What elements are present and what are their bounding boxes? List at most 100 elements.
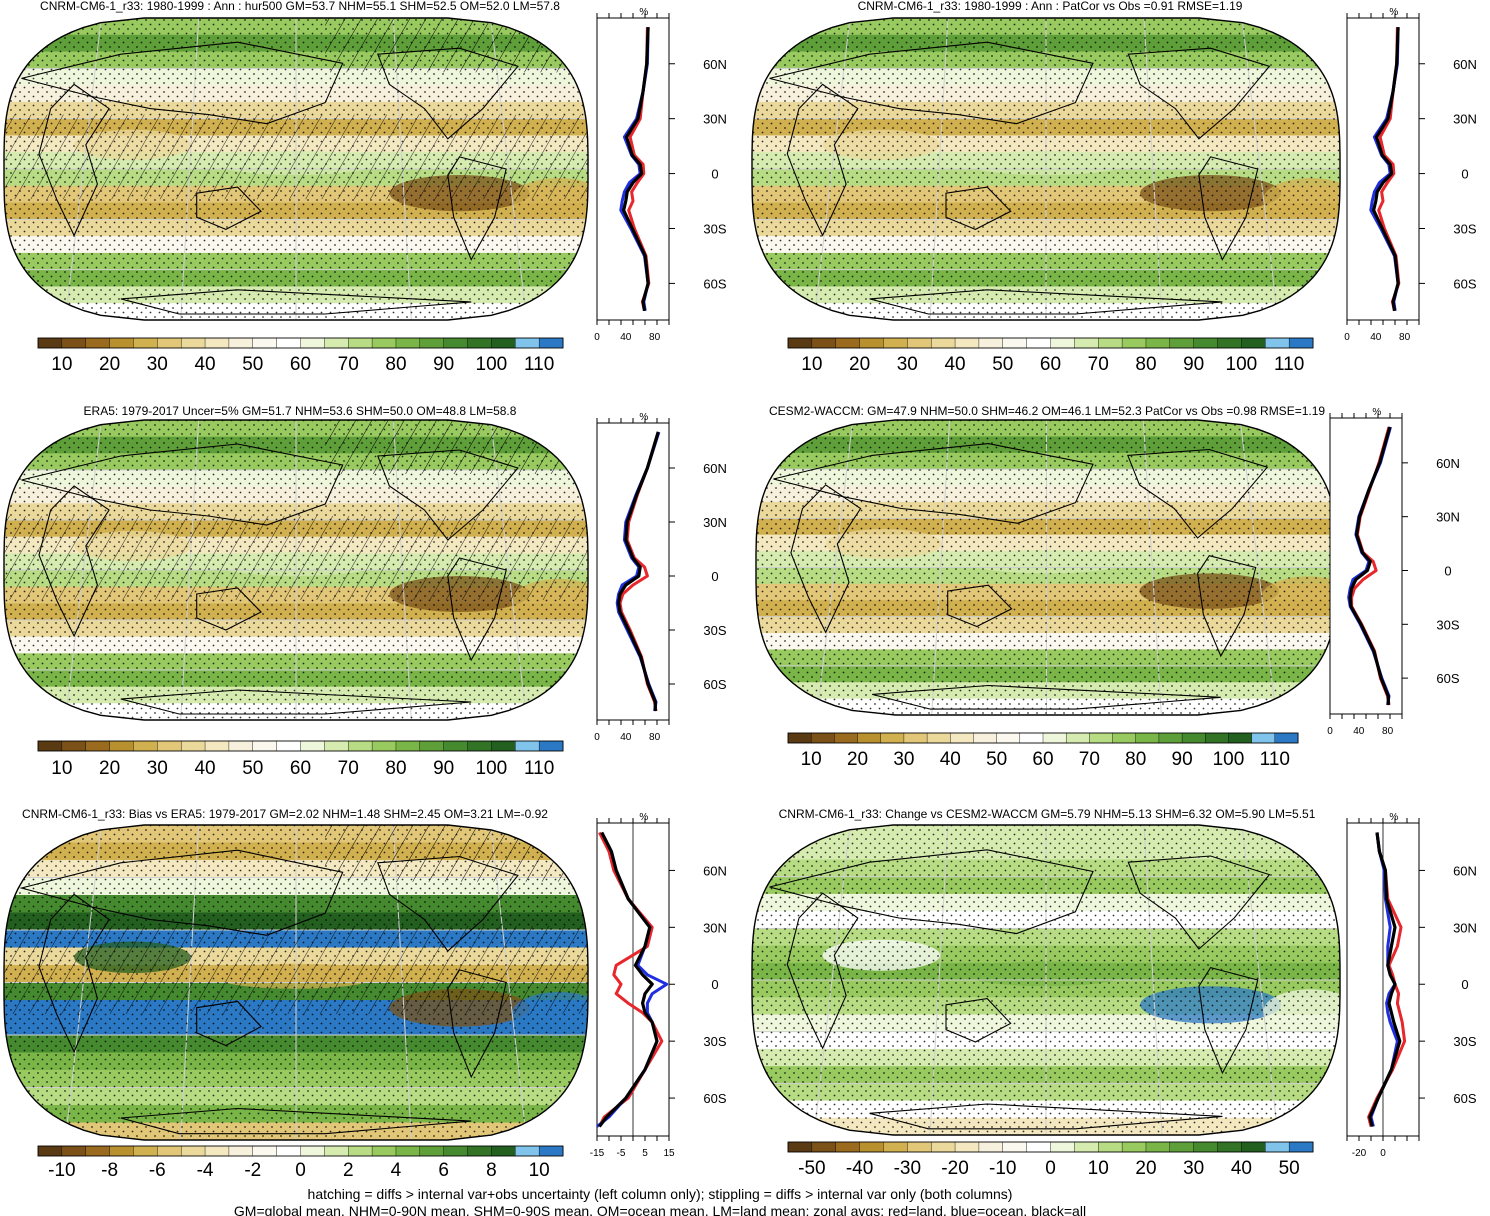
- colorbar-swatch: [348, 1145, 373, 1157]
- colorbar-swatch: [467, 1145, 492, 1157]
- colorbar-swatch: [1074, 337, 1099, 349]
- colorbar-swatch: [1002, 1141, 1028, 1153]
- hatching: [4, 516, 588, 600]
- lat-tick-label: 30N: [703, 920, 727, 935]
- colorbar-swatch: [1026, 337, 1051, 349]
- colorbar-tick-label: 80: [385, 758, 406, 779]
- colorbar-swatch: [491, 1145, 516, 1157]
- colorbar-swatch: [1145, 1141, 1171, 1153]
- colorbar-tick-label: 60: [1032, 749, 1053, 770]
- colorbar-swatch: [1251, 732, 1276, 744]
- colorbar-swatch: [859, 1141, 884, 1153]
- colorbar-swatch: [787, 337, 813, 349]
- lat-tick-label: 60S: [703, 677, 726, 692]
- colorbar-swatch: [1112, 732, 1137, 744]
- zonal-x-tick-label: 40: [1353, 726, 1365, 737]
- zonal-x-tick-label: 0: [1380, 1148, 1386, 1159]
- colorbar-tick-label: 50: [242, 354, 263, 375]
- colorbar-swatch: [1241, 337, 1266, 349]
- colorbar: -50 -40 -30 -20 -10 0 10 20 30 40 50: [787, 1141, 1314, 1179]
- colorbar-swatch: [787, 732, 812, 744]
- colorbar-swatch: [419, 337, 445, 349]
- lat-tick-label: 60S: [1453, 1091, 1476, 1106]
- colorbar: 10 20 30 40 50 60 70 80 90 100 110: [37, 337, 564, 375]
- zonal-mean-plot: % 0 40 80 60N 30N 0 30S 60S: [1344, 7, 1477, 343]
- colorbar-swatch: [1026, 1141, 1051, 1153]
- coastline: [447, 969, 507, 1079]
- colorbar-swatch: [491, 740, 516, 752]
- colorbar-tick-label: 40: [940, 749, 961, 770]
- colorbar-tick-label: 70: [1088, 354, 1109, 375]
- colorbar-swatch: [300, 1145, 325, 1157]
- colorbar: 10 20 30 40 50 60 70 80 90 100 110: [37, 740, 564, 779]
- colorbar-frame: [37, 740, 564, 752]
- zonal-x-tick-label: 80: [649, 332, 661, 343]
- zonal-x-tick-label: -20: [1352, 1148, 1367, 1159]
- colorbar-tick-label: -10: [48, 1160, 75, 1181]
- coastline: [790, 484, 862, 634]
- colorbar-tick-label: 20: [99, 758, 120, 779]
- colorbar-swatch: [276, 1145, 301, 1157]
- coastline: [196, 1000, 262, 1047]
- coastline: [773, 443, 1094, 524]
- colorbar-tick-label: 80: [385, 354, 406, 375]
- coastline: [872, 684, 1221, 710]
- coastline: [38, 893, 110, 1054]
- zonal-unit: %: [639, 412, 648, 423]
- colorbar-tick-label: 10: [51, 758, 72, 779]
- panel-title: CESM2-WACCM: GM=47.9 NHM=50.0 SHM=46.2 O…: [769, 404, 1325, 418]
- lat-tick-label: 30S: [703, 221, 726, 236]
- colorbar-swatch: [926, 732, 951, 744]
- colorbar-swatch: [61, 337, 87, 349]
- colorbar-tick-label: -50: [798, 1158, 825, 1179]
- map-field: [4, 18, 588, 320]
- colorbar-tick-label: 110: [524, 354, 554, 375]
- colorbar-swatch: [371, 337, 397, 349]
- colorbar-swatch: [228, 337, 254, 349]
- coastline: [120, 289, 472, 315]
- colorbar-swatch: [1265, 1141, 1290, 1153]
- zonal-unit: %: [1389, 7, 1398, 18]
- colorbar-tick-label: 40: [944, 354, 965, 375]
- colorbar-tick-label: 70: [338, 354, 359, 375]
- colorbar-tick-label: 60: [290, 758, 311, 779]
- colorbar-swatch: [811, 1141, 837, 1153]
- map-field: [752, 825, 1340, 1135]
- coastline: [447, 156, 507, 261]
- colorbar-swatch: [228, 1145, 254, 1157]
- colorbar-swatch: [973, 732, 998, 744]
- zonal-frame: [596, 422, 670, 721]
- colorbar-swatch: [1121, 1141, 1147, 1153]
- zonal-mean-plot: % 0 40 80 60N 30N 0 30S 60S: [594, 412, 727, 743]
- colorbar-tick-label: 40: [194, 354, 215, 375]
- colorbar-swatch: [109, 1145, 134, 1157]
- coastline: [38, 485, 110, 638]
- colorbar-swatch: [443, 337, 469, 349]
- colorbar-swatch: [1181, 732, 1206, 744]
- colorbar-tick-label: 20: [99, 354, 120, 375]
- lat-tick-label: 30S: [1453, 1034, 1476, 1049]
- panel-title: CNRM-CM6-1_r33: 1980-1999 : Ann : PatCor…: [858, 0, 1243, 13]
- zonal-mean-plot: % -15 -5 5 15 60N 30N 0 30S 60S: [590, 812, 727, 1159]
- lat-tick-label: 60N: [703, 863, 727, 878]
- colorbar-swatch: [538, 1145, 564, 1157]
- colorbar: -10 -8 -6 -4 -2 0 2 4 6 8 10: [37, 1145, 564, 1181]
- colorbar-swatch: [85, 337, 111, 349]
- colorbar-tick-label: -10: [989, 1158, 1016, 1179]
- lat-tick-label: 60S: [703, 276, 726, 291]
- colorbar-swatch: [857, 732, 882, 744]
- coastline: [19, 849, 344, 936]
- coastline: [869, 1103, 1223, 1130]
- colorbar-swatch: [324, 1145, 349, 1157]
- colorbar-swatch: [1241, 1141, 1266, 1153]
- colorbar-tick-label: 50: [1279, 1158, 1300, 1179]
- hatching: [4, 925, 588, 1014]
- lat-tick-label: 30N: [1453, 112, 1477, 127]
- lat-tick-label: 60N: [703, 461, 727, 476]
- coastline: [945, 998, 1012, 1043]
- colorbar-tick-label: 110: [1274, 354, 1304, 375]
- colorbar-tick-label: -4: [197, 1160, 214, 1181]
- coastline: [1198, 966, 1259, 1075]
- colorbar-tick-label: 10: [529, 1160, 550, 1181]
